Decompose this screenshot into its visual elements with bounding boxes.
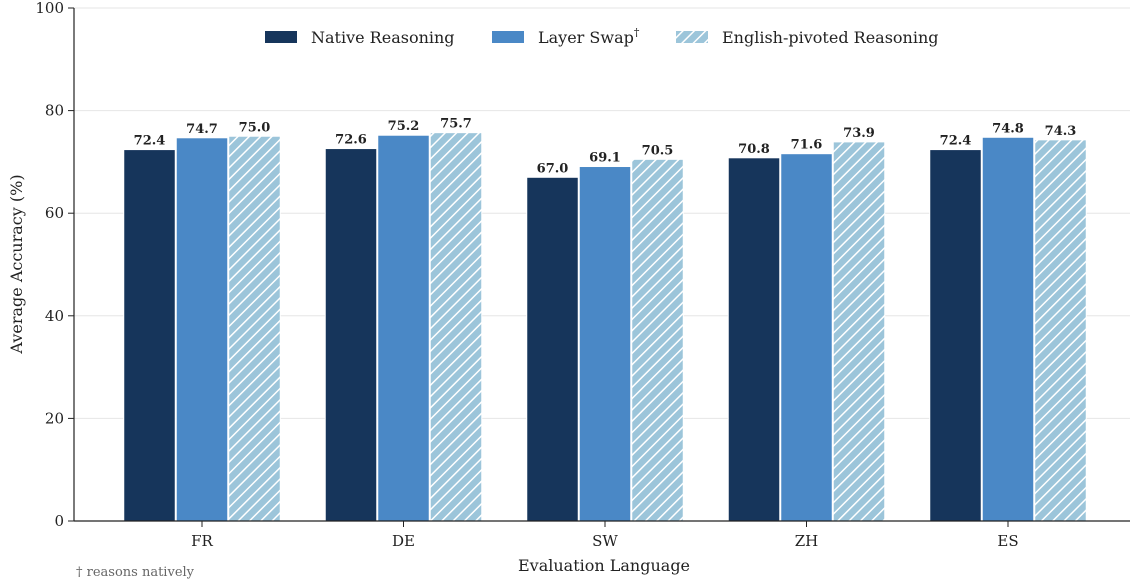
data-label: 74.7 [186, 122, 218, 137]
bar-es-series-3 [1034, 139, 1087, 522]
legend-label-2: Layer Swap† [538, 26, 640, 47]
bar-fr-series-1 [123, 149, 176, 522]
bar-es-series-1 [929, 149, 982, 522]
legend: Native Reasoning Layer Swap† English-pivot… [265, 26, 939, 47]
y-tick-label: 100 [35, 0, 64, 17]
bar-sw-series-3 [631, 158, 684, 522]
data-label: 67.0 [537, 161, 569, 176]
legend-label-3: English-pivoted Reasoning [722, 28, 939, 47]
legend-label-1: Native Reasoning [311, 28, 455, 47]
axes: 0 20 40 60 80 100 FR DE SW ZH ES [35, 0, 1130, 550]
x-tick-label: DE [392, 532, 415, 550]
bar-zh-series-2 [780, 153, 833, 522]
bar-de-series-2 [377, 134, 430, 522]
x-tick-label: SW [592, 532, 618, 550]
y-tick-label: 60 [45, 204, 64, 222]
y-axis-title: Average Accuracy (%) [7, 174, 26, 354]
bar-de-series-1 [324, 148, 378, 522]
legend-swatch-3 [676, 31, 708, 43]
legend-dagger: † [634, 26, 640, 39]
x-axis-title: Evaluation Language [518, 556, 690, 575]
data-label: 75.7 [440, 117, 472, 132]
data-label: 70.5 [642, 143, 674, 158]
y-tick-label: 20 [45, 409, 64, 427]
bar-es-series-2 [981, 136, 1035, 522]
x-tick-label: FR [191, 532, 213, 550]
data-label: 75.2 [388, 119, 420, 134]
footnote: † reasons natively [76, 565, 195, 580]
data-label: 71.6 [791, 138, 823, 153]
legend-swatch-1 [265, 31, 297, 43]
y-tick-label: 0 [54, 512, 64, 530]
data-label: 72.4 [134, 134, 166, 149]
bar-fr-series-2 [175, 137, 229, 522]
bar-fr-series-3 [228, 135, 281, 522]
legend-swatch-2 [492, 31, 524, 43]
data-label: 72.4 [940, 134, 972, 149]
bar-zh-series-1 [727, 157, 781, 522]
data-label: 72.6 [335, 133, 367, 148]
y-tick-label: 40 [45, 307, 64, 325]
data-label: 75.0 [239, 120, 271, 135]
x-tick-label: ES [997, 532, 1018, 550]
x-tick-label: ZH [795, 532, 819, 550]
bar-sw-series-2 [578, 166, 632, 522]
bars: 72.4 74.7 75.0 72.6 75.2 75.7 67.0 69.1 70.5 70.8… [123, 117, 1087, 522]
data-label: 73.9 [843, 126, 875, 141]
data-label: 74.8 [992, 121, 1024, 136]
data-label: 74.3 [1045, 124, 1077, 139]
bar-zh-series-3 [832, 141, 886, 522]
bar-sw-series-1 [526, 176, 579, 522]
data-label: 70.8 [738, 142, 770, 157]
bar-de-series-3 [429, 132, 483, 522]
data-label: 69.1 [589, 151, 621, 166]
y-tick-label: 80 [45, 102, 64, 120]
